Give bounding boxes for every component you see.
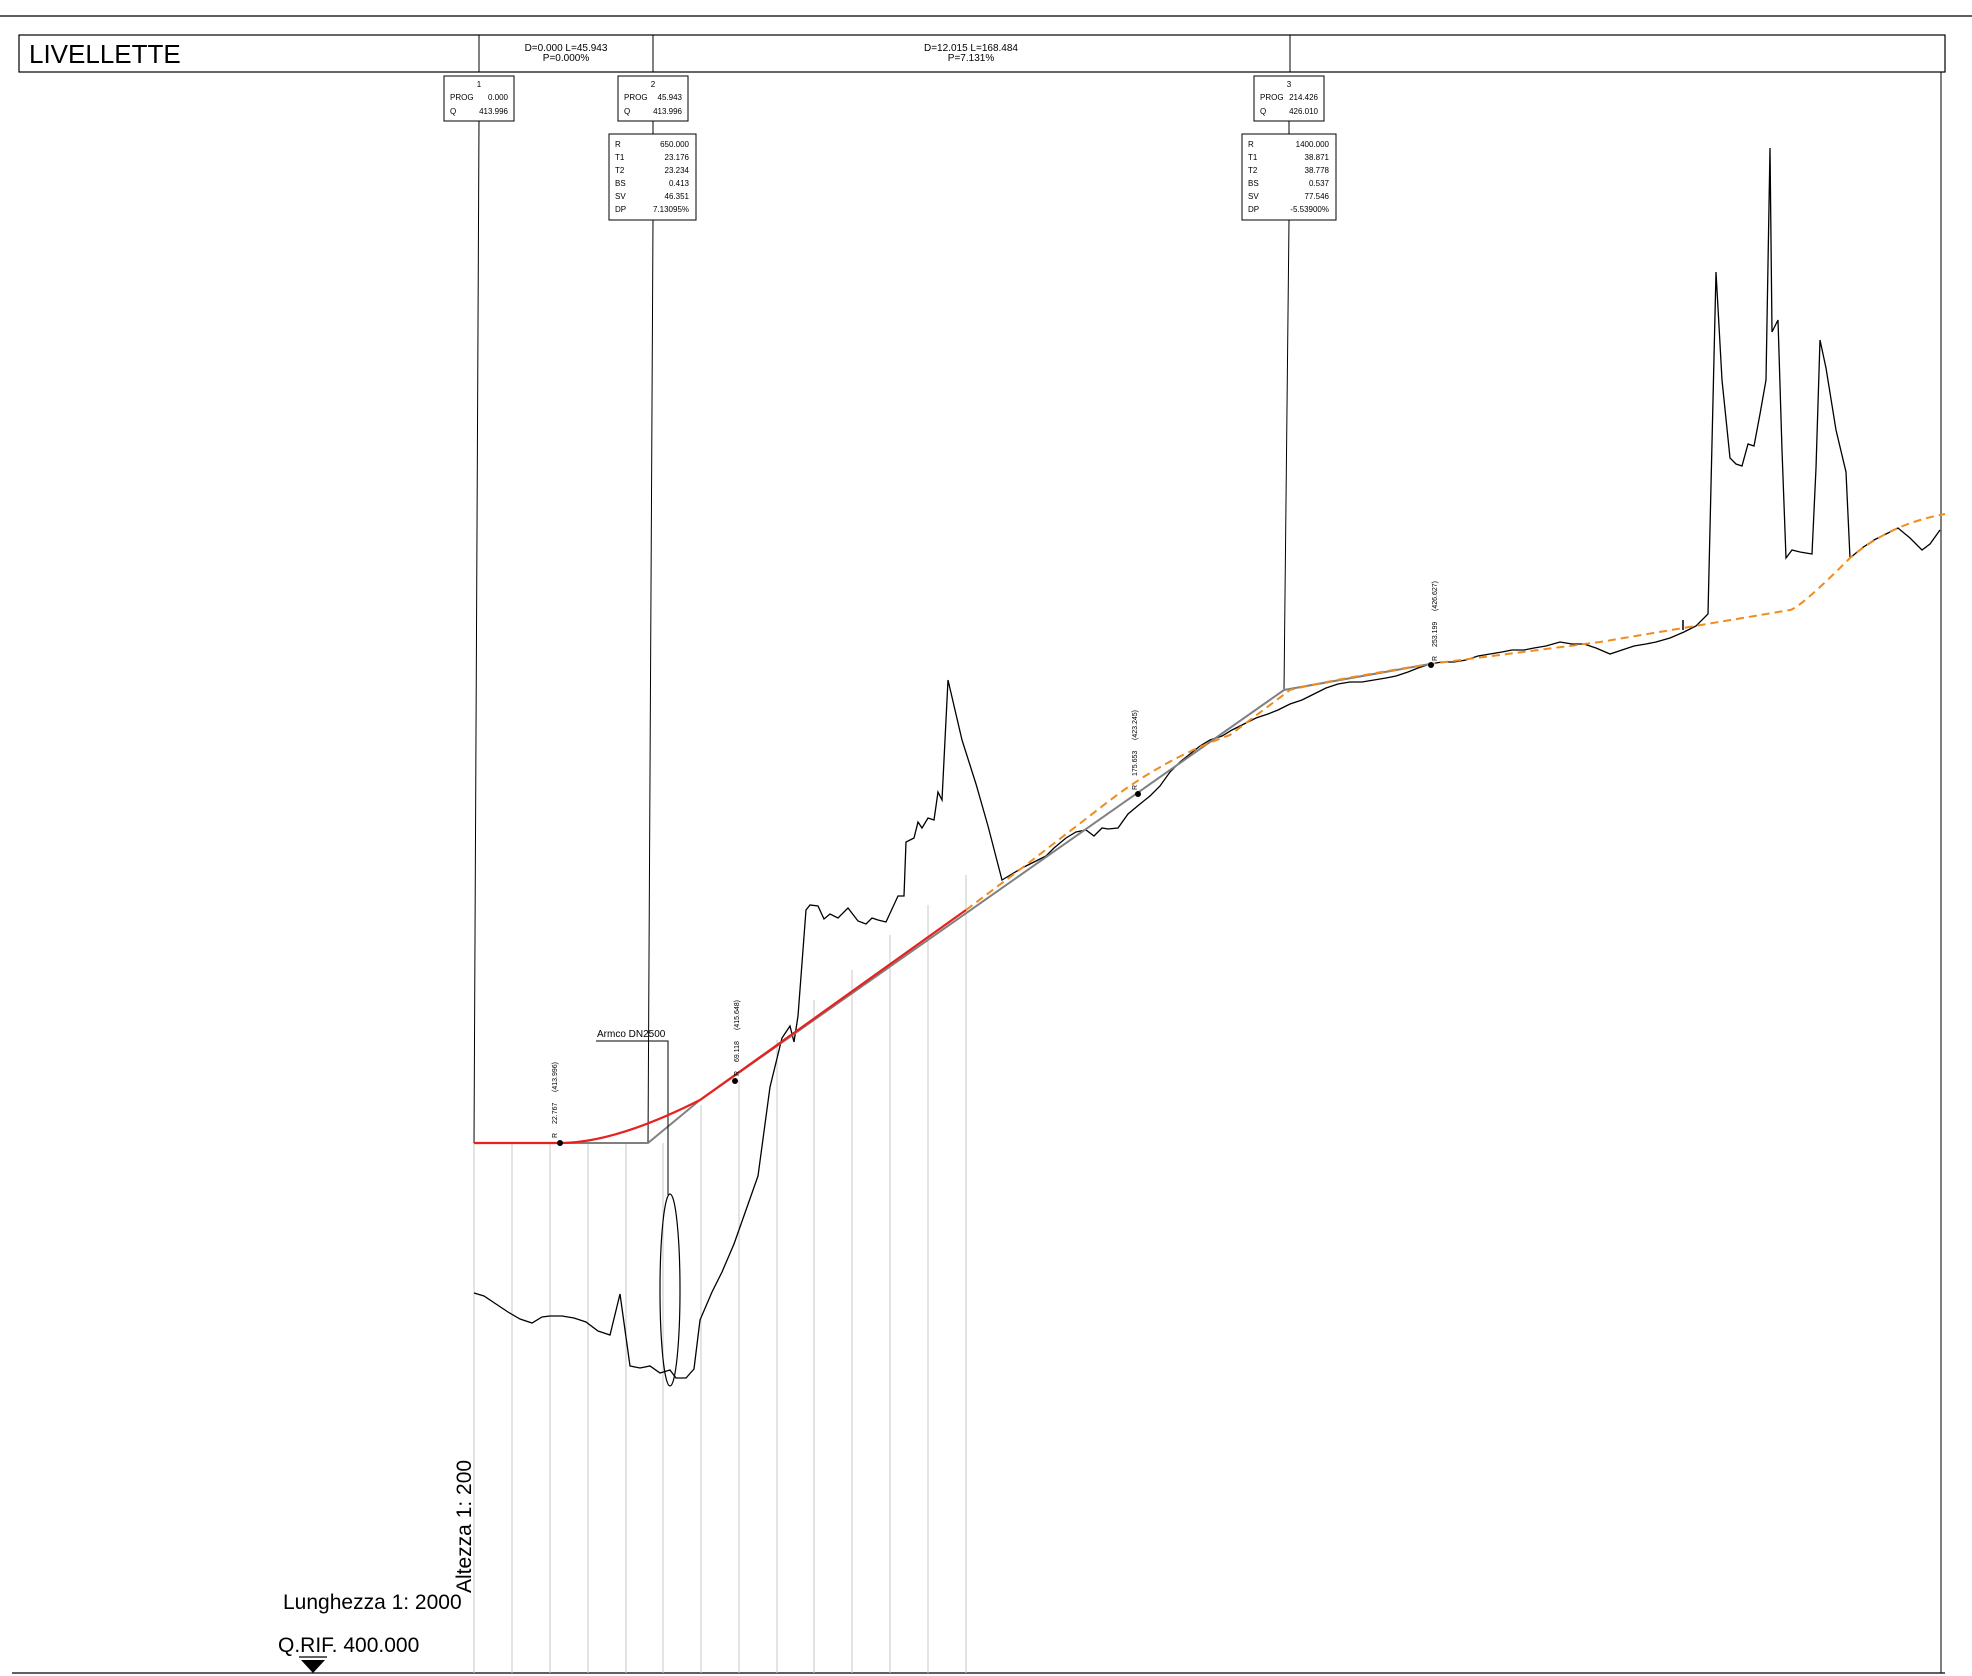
vertex-quota: 413.996 [479, 107, 508, 116]
segment-2-length: D=12.015 L=168.484 [924, 43, 1018, 54]
curve-value: 38.871 [1305, 153, 1330, 162]
culvert-pipe [659, 1193, 681, 1387]
curve-value: 0.413 [669, 179, 690, 188]
terrain-profile [473, 147, 1941, 1379]
culvert-label: Armco DN2500 [597, 1029, 666, 1040]
point-marker [1428, 662, 1434, 668]
curve-key: R [1248, 140, 1254, 149]
curve-value: 77.546 [1305, 192, 1330, 201]
curve-key: DP [615, 205, 626, 214]
station-grid [473, 875, 967, 1673]
point-label-3: R 175.653 (423.245) [1132, 710, 1139, 790]
vertex-number: 2 [651, 80, 656, 89]
vertex-label: Q [450, 107, 456, 116]
svg-text:R: R [552, 1133, 559, 1138]
curve-key: T2 [1248, 166, 1258, 175]
vertex-number: 3 [1287, 80, 1292, 89]
curve-key: SV [1248, 192, 1259, 201]
vertex-label: PROG [450, 93, 474, 102]
svg-text:R: R [1432, 656, 1439, 661]
height-scale: Altezza 1: 200 [453, 1460, 476, 1593]
curve-value: 38.778 [1305, 166, 1330, 175]
point-marker [557, 1140, 563, 1146]
point-label-2: R 69.118 (415.648) [734, 1000, 741, 1076]
vertex-label: Q [624, 107, 630, 116]
svg-text:Altezza 1: 200: Altezza 1: 200 [453, 1460, 476, 1593]
vertex-prog: 214.426 [1289, 93, 1318, 102]
curve-key: DP [1248, 205, 1259, 214]
svg-text:(426.627): (426.627) [1432, 581, 1439, 611]
svg-text:R: R [1132, 785, 1139, 790]
curve-key: T1 [1248, 153, 1258, 162]
point-marker [732, 1078, 738, 1084]
length-scale: Lunghezza 1: 2000 [283, 1591, 462, 1614]
svg-text:(413.996): (413.996) [552, 1062, 559, 1092]
vertex-box [1253, 75, 1325, 122]
point-label-1: R 22.767 (413.996) [552, 1062, 559, 1138]
vertex-leader [1283, 219, 1290, 691]
vertex-label: PROG [624, 93, 648, 102]
tangent-polygon [474, 663, 1431, 1144]
curve-key: BS [1248, 179, 1259, 188]
curve-key: BS [615, 179, 626, 188]
svg-text:(423.245): (423.245) [1132, 710, 1139, 740]
svg-text:69.118: 69.118 [734, 1041, 741, 1062]
segment-1-length: D=0.000 L=45.943 [525, 43, 608, 54]
svg-text:253.199: 253.199 [1432, 622, 1439, 647]
vertex-prog: 45.943 [658, 93, 683, 102]
segment-1-slope: P=0.000% [543, 53, 590, 64]
curve-value: -5.53900% [1290, 205, 1329, 214]
curve-value: 1400.000 [1296, 140, 1330, 149]
curve-value: 650.000 [660, 140, 689, 149]
design-grade-line [474, 909, 967, 1145]
point-marker [1135, 791, 1141, 797]
curve-value: 23.176 [665, 153, 690, 162]
vertex-label: Q [1260, 107, 1266, 116]
segment-2-slope: P=7.131% [948, 53, 995, 64]
page-title: LIVELLETTE [29, 39, 181, 69]
header-band [18, 34, 1946, 73]
curve-key: T1 [615, 153, 625, 162]
point-label-4: R 253.199 (426.627) [1432, 581, 1439, 661]
svg-text:R: R [734, 1071, 741, 1076]
level-marker-icon [301, 1660, 325, 1673]
curve-key: R [615, 140, 621, 149]
curve-key: SV [615, 192, 626, 201]
culvert-leader [596, 1040, 669, 1195]
curve-1-rows: R 650.000 T1 23.176 T2 23.234 BS 0.413 S… [615, 140, 690, 214]
vertex-leader [473, 120, 480, 1144]
svg-text:(415.648): (415.648) [734, 1000, 741, 1030]
vertex-label: PROG [1260, 93, 1284, 102]
curve-key: T2 [615, 166, 625, 175]
curve-2-rows: R 1400.000 T1 38.871 T2 38.778 BS 0.537 … [1248, 140, 1330, 214]
svg-text:175.653: 175.653 [1132, 751, 1139, 776]
projected-grade-line [965, 513, 1946, 911]
vertex-quota: 413.996 [653, 107, 682, 116]
curve-value: 46.351 [665, 192, 690, 201]
curve-box [608, 133, 697, 221]
curve-value: 0.537 [1309, 179, 1330, 188]
svg-text:22.767: 22.767 [552, 1102, 559, 1124]
reference-quota: Q.RIF. 400.000 [278, 1634, 419, 1657]
vertex-quota: 426.010 [1289, 107, 1318, 116]
curve-value: 23.234 [665, 166, 690, 175]
curve-value: 7.13095% [653, 205, 689, 214]
vertex-prog: 0.000 [488, 93, 509, 102]
vertex-number: 1 [477, 80, 482, 89]
vertex-leader [647, 219, 654, 1144]
curve-box [1241, 133, 1337, 221]
